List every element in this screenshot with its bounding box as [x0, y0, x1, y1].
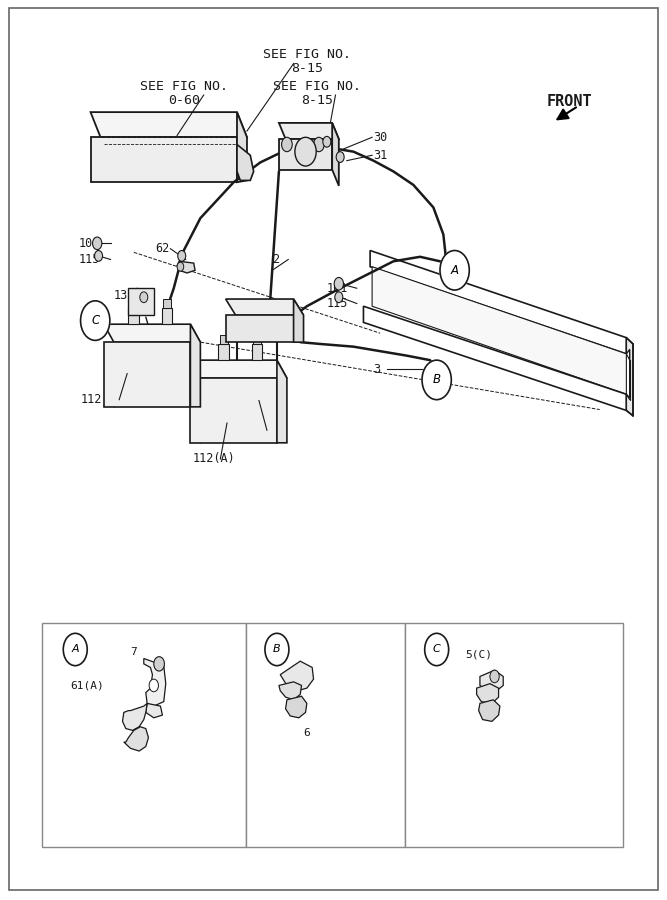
Bar — [245, 623, 406, 847]
Polygon shape — [280, 662, 313, 691]
Polygon shape — [479, 700, 500, 722]
Polygon shape — [123, 704, 147, 731]
Bar — [129, 308, 139, 324]
Polygon shape — [190, 360, 287, 378]
Polygon shape — [129, 288, 154, 315]
Text: 31: 31 — [374, 148, 388, 162]
Polygon shape — [225, 315, 293, 342]
Text: 6: 6 — [303, 728, 310, 738]
Text: 112(A): 112(A) — [192, 453, 235, 465]
Polygon shape — [279, 123, 339, 140]
Text: B: B — [273, 644, 281, 654]
Polygon shape — [277, 360, 287, 443]
Circle shape — [140, 292, 148, 302]
Polygon shape — [146, 704, 163, 718]
Polygon shape — [190, 324, 200, 407]
Polygon shape — [332, 123, 339, 185]
Polygon shape — [285, 697, 307, 718]
Polygon shape — [144, 659, 166, 706]
Text: 101: 101 — [327, 282, 348, 294]
Polygon shape — [364, 306, 626, 410]
Text: 1: 1 — [253, 424, 261, 436]
Text: C: C — [91, 314, 99, 327]
Circle shape — [440, 250, 470, 290]
Text: 8-15: 8-15 — [301, 94, 333, 107]
Text: C: C — [433, 644, 440, 654]
Text: 115: 115 — [327, 297, 348, 310]
Polygon shape — [225, 299, 303, 315]
Bar — [163, 299, 171, 308]
Polygon shape — [626, 338, 633, 416]
Circle shape — [265, 634, 289, 666]
Polygon shape — [480, 670, 503, 691]
Text: 3: 3 — [374, 363, 381, 375]
Circle shape — [149, 680, 159, 692]
Circle shape — [93, 237, 102, 249]
Polygon shape — [124, 727, 149, 751]
Text: A: A — [71, 644, 79, 654]
Circle shape — [295, 138, 316, 166]
Text: 30: 30 — [374, 130, 388, 144]
Text: 135: 135 — [114, 289, 135, 302]
Circle shape — [95, 250, 103, 261]
Polygon shape — [177, 261, 195, 273]
Polygon shape — [91, 138, 237, 182]
Circle shape — [281, 138, 292, 152]
Text: 8-15: 8-15 — [291, 62, 323, 76]
Text: SEE FIG NO.: SEE FIG NO. — [273, 79, 361, 93]
Text: 115: 115 — [79, 253, 100, 266]
Text: 7: 7 — [131, 647, 137, 657]
Bar — [162, 308, 173, 324]
Text: 61(A): 61(A) — [71, 680, 104, 690]
Polygon shape — [279, 682, 301, 700]
Text: B: B — [433, 374, 441, 386]
Circle shape — [81, 301, 110, 340]
Bar — [218, 344, 229, 360]
Bar — [219, 335, 227, 344]
Text: 62: 62 — [155, 242, 169, 256]
Polygon shape — [237, 145, 253, 180]
Polygon shape — [372, 266, 626, 394]
Polygon shape — [91, 112, 247, 138]
Polygon shape — [370, 250, 626, 354]
Polygon shape — [293, 299, 303, 342]
Polygon shape — [279, 140, 332, 169]
Bar — [406, 623, 623, 847]
Text: 0-60: 0-60 — [167, 94, 199, 107]
Polygon shape — [190, 378, 277, 443]
Text: 101: 101 — [79, 237, 100, 250]
Bar — [130, 299, 138, 308]
Circle shape — [335, 292, 343, 302]
Polygon shape — [104, 324, 200, 342]
Circle shape — [63, 634, 87, 666]
Text: FRONT: FRONT — [547, 94, 592, 109]
Bar — [253, 335, 261, 344]
Circle shape — [323, 137, 331, 148]
Text: 2: 2 — [272, 253, 279, 266]
Circle shape — [154, 657, 165, 671]
Circle shape — [313, 138, 324, 152]
Text: 5(C): 5(C) — [466, 650, 492, 660]
Polygon shape — [477, 684, 498, 704]
Bar — [251, 344, 262, 360]
Circle shape — [336, 152, 344, 162]
Text: A: A — [451, 264, 459, 277]
Text: 112(B): 112(B) — [81, 393, 123, 406]
Bar — [42, 623, 245, 847]
Circle shape — [490, 670, 499, 683]
Circle shape — [177, 250, 185, 261]
Text: SEE FIG NO.: SEE FIG NO. — [263, 48, 351, 61]
Text: SEE FIG NO.: SEE FIG NO. — [140, 79, 227, 93]
Polygon shape — [104, 342, 190, 407]
Circle shape — [425, 634, 449, 666]
Polygon shape — [237, 112, 247, 182]
Circle shape — [177, 262, 183, 271]
Circle shape — [422, 360, 452, 400]
Circle shape — [334, 277, 344, 290]
